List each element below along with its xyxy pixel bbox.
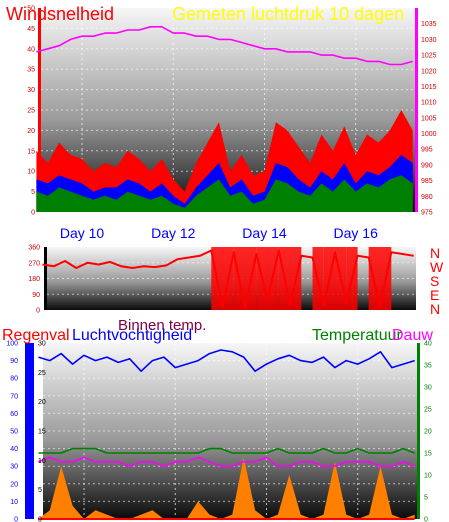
direction-letter-e: E [430,287,439,303]
direction-tick-label: 90 [32,292,40,299]
humidity-line [38,349,415,373]
rain-tick-label: 0 [38,517,42,522]
day-label: Day 16 [334,225,379,241]
pressure-right-tick-label: 990 [421,162,433,169]
direction-letter-w: W [430,259,444,275]
rain-axis-strip [25,343,34,519]
temperature-line [38,447,415,454]
wind-left-tick-label: 15 [27,148,35,155]
humidity-pct-tick-label: 80 [10,376,18,383]
direction-letter-n-top: N [430,245,440,261]
rain-tick-label: 5 [38,487,42,494]
humidity-title: Luchtvochtigheid [72,327,192,344]
inside-temp-title: Binnen temp. [118,317,206,334]
day-label: Day 12 [151,225,196,241]
pressure-right-tick-label: 1020 [421,68,437,75]
pressure-right-tick-label: 985 [421,178,433,185]
direction-letter-n-bottom: N [430,301,440,317]
temperature-tick-label: 10 [424,473,432,480]
wind-left-tick-label: 50 [27,6,35,13]
wind-left-tick-label: 35 [27,67,35,74]
wind-left-tick-label: 20 [27,128,35,135]
wind-left-tick-label: 0 [31,210,35,217]
humidity-pct-tick-label: 30 [10,464,18,471]
temperature-tick-label: 20 [424,429,432,436]
pressure-title: Gemeten luchtdruk 10 dagen [172,4,404,24]
solar-area [38,457,415,519]
pressure-right-tick-label: 1025 [421,53,437,60]
dew-line [38,456,415,468]
direction-letter-s: S [430,273,439,289]
temperature-tick-label: 15 [424,451,432,458]
temperature-tick-label: 25 [424,407,432,414]
humidity-pct-tick-label: 0 [14,517,18,522]
pressure-line [36,25,413,66]
wind-left-tick-label: 30 [27,87,35,94]
pressure-right-tick-label: 1015 [421,84,437,91]
wind-left-tick-label: 10 [27,169,35,176]
pressure-right-axis-strip [415,8,418,212]
rain-tick-label: 15 [38,429,46,436]
temp-right-axis-strip [417,343,420,519]
humidity-pct-tick-label: 50 [10,429,18,436]
temperature-tick-label: 5 [424,495,428,502]
wind-direction-line [42,249,414,310]
pressure-right-tick-label: 1005 [421,115,437,122]
pressure-right-tick-label: 995 [421,147,433,154]
rain-title: Regenval [2,327,70,344]
temperature-tick-label: 0 [424,517,428,522]
humidity-pct-tick-label: 20 [10,481,18,488]
wind-left-tick-label: 45 [27,26,35,33]
pressure-right-tick-label: 1000 [421,131,437,138]
wind-left-tick-label: 25 [27,108,35,115]
wind-left-axis-strip [38,8,41,212]
humidity-pct-tick-label: 10 [10,499,18,506]
temperature-title: Temperatuur [312,327,402,344]
direction-tick-label: 0 [36,308,40,315]
temperature-tick-label: 40 [424,341,432,348]
day-label: Day 14 [242,225,287,241]
pressure-right-tick-label: 1035 [421,21,437,28]
wind-low-area [36,175,413,212]
day-label: Day 10 [60,225,105,241]
direction-tick-label: 180 [28,276,40,283]
humidity-pct-tick-label: 90 [10,358,18,365]
dew-title: Dauw [392,327,433,344]
pressure-right-tick-label: 980 [421,194,433,201]
wind-speed-title: Windsnelheid [6,4,114,24]
temperature-tick-label: 35 [424,363,432,370]
humidity-pct-tick-label: 60 [10,411,18,418]
rain-tick-label: 30 [38,341,46,348]
direction-left-axis-strip [44,247,47,310]
humidity-pct-tick-label: 70 [10,393,18,400]
direction-tick-label: 360 [28,245,40,252]
pressure-right-tick-label: 975 [421,210,433,217]
rain-tick-label: 10 [38,458,46,465]
direction-tick-label: 270 [28,260,40,267]
tick-label-layer: 0510152025303540455097598098599099510001… [6,6,436,522]
wind-left-tick-label: 5 [31,189,35,196]
pressure-right-tick-label: 1010 [421,100,437,107]
rain-tick-label: 25 [38,370,46,377]
pressure-right-tick-label: 1030 [421,37,437,44]
humidity-pct-tick-label: 100 [6,341,18,348]
humidity-pct-tick-label: 40 [10,446,18,453]
rain-tick-label: 20 [38,399,46,406]
temperature-tick-label: 30 [424,385,432,392]
wind-left-tick-label: 40 [27,46,35,53]
series-layer [36,25,415,520]
